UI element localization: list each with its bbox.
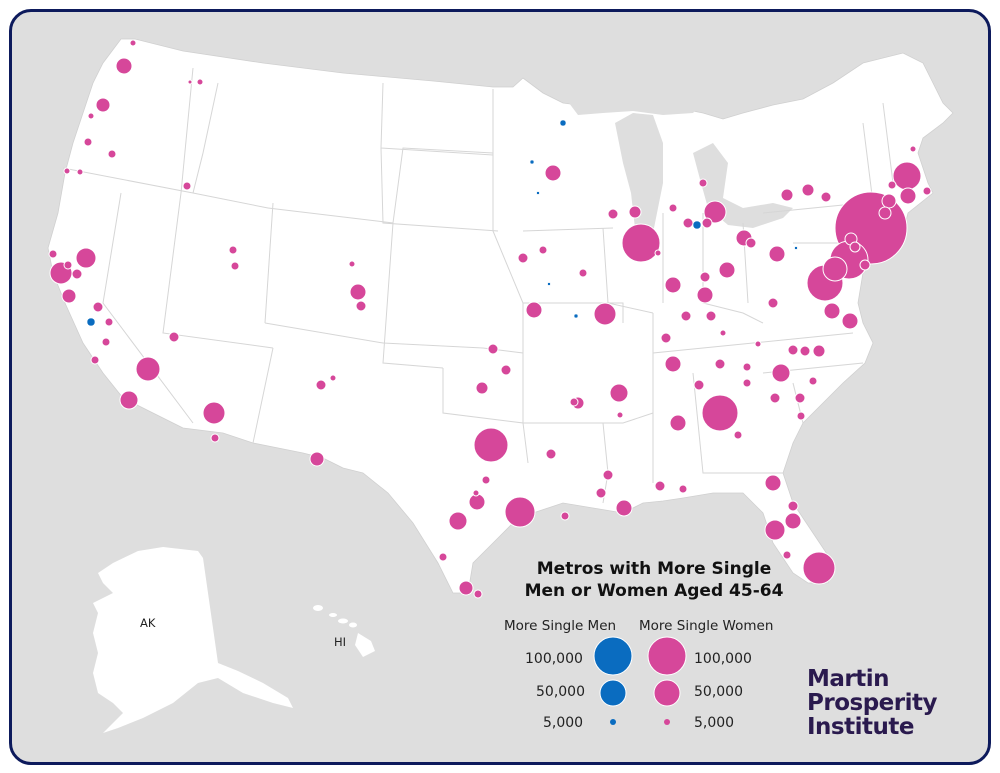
legend-title-line2: Men or Women Aged 45-64	[524, 581, 784, 601]
legend-women-5k: 5,000	[694, 715, 735, 731]
legend-men-circle-5k	[610, 719, 616, 725]
bubble-chicago	[621, 223, 661, 263]
legend-women-circle-50k	[653, 679, 681, 707]
legend-men-header: More Single Men	[504, 618, 617, 634]
bubble-houston	[504, 496, 536, 528]
legend-men-circle-50k	[599, 679, 627, 707]
hawaii-islands	[313, 605, 375, 657]
us-bubble-map	[47, 38, 954, 733]
legend-women-header: More Single Women	[639, 618, 774, 634]
women-bubbles	[48, 39, 932, 599]
lake-superior	[563, 87, 703, 115]
legend-title: Metros with More Single Men or Women Age…	[524, 558, 784, 602]
lake-michigan	[615, 113, 663, 243]
legend-women-circle-5k	[664, 719, 670, 725]
logo-line2: Prosperity	[807, 690, 937, 716]
legend-women-50k: 50,000	[694, 684, 743, 700]
map-frame: AK HI Metros with More Single Men or Wom…	[9, 9, 991, 765]
legend-men-50k: 50,000	[536, 684, 585, 700]
legend-women-circle-100k	[647, 636, 687, 676]
alaska-landmass	[93, 547, 293, 733]
logo-line3: Institute	[807, 714, 914, 740]
legend-men-circle-100k	[593, 636, 633, 676]
bubble-dallas	[473, 427, 509, 463]
legend-women-100k: 100,000	[694, 651, 752, 667]
label-hawaii: HI	[334, 635, 347, 649]
bubble-seattle	[115, 57, 133, 75]
legend-title-line1: Metros with More Single	[536, 559, 772, 579]
legend-men-100k: 100,000	[525, 651, 583, 667]
men-bubbles	[86, 119, 798, 327]
martin-prosperity-institute-logo: Martin Prosperity Institute	[807, 667, 937, 739]
logo-line1: Martin	[807, 666, 890, 692]
label-alaska: AK	[140, 616, 156, 630]
legend-men-5k: 5,000	[543, 715, 584, 731]
bubble-phoenix	[202, 401, 226, 425]
bubble-miami	[802, 551, 836, 585]
bubble-atlanta	[701, 394, 739, 432]
legend-symbols	[593, 636, 687, 725]
bubble-los-angeles	[135, 356, 161, 382]
state-borders	[62, 67, 894, 504]
